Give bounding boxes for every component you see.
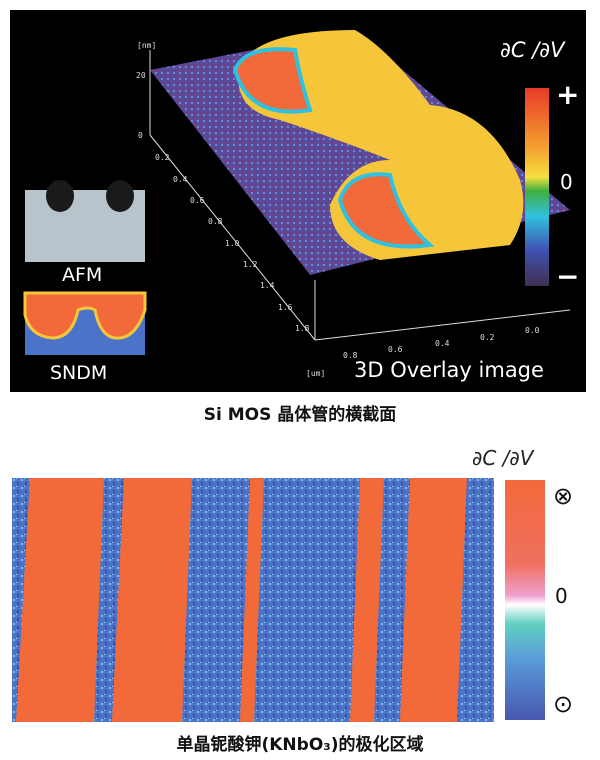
domain-stripe xyxy=(350,478,384,722)
overlay-label: 3D Overlay image xyxy=(354,358,544,382)
bottom-colorbar-title: ∂C /∂V xyxy=(472,446,534,470)
y-tick: 0.2 xyxy=(155,153,170,162)
x-unit: [um] xyxy=(306,369,325,378)
top-caption: Si MOS 晶体管的横截面 xyxy=(203,405,397,425)
z-tick: 0 xyxy=(138,131,143,140)
domain-stripe xyxy=(112,478,192,722)
x-tick: 0.0 xyxy=(525,326,540,335)
afm-label: AFM xyxy=(62,264,103,286)
y-tick: 0.8 xyxy=(208,217,223,226)
colorbar-plus-label: + xyxy=(556,78,580,111)
sndm-3d-overlay-panel: [nm] 20 0 0.2 0.4 0.6 0.8 1.0 1.2 1.4 1.… xyxy=(10,10,586,392)
x-tick: 0.6 xyxy=(388,345,403,354)
y-tick: 1.8 xyxy=(295,324,310,333)
colorbar-zero-label: 0 xyxy=(560,170,573,194)
3d-surface-plot: [nm] 20 0 0.2 0.4 0.6 0.8 1.0 1.2 1.4 1.… xyxy=(23,30,571,378)
domain-stripe xyxy=(400,478,467,722)
surface-side-wall xyxy=(150,70,310,340)
x-tick: 0.4 xyxy=(435,339,450,348)
colorbar xyxy=(525,88,549,286)
domain-stripe xyxy=(16,478,104,722)
domain-stripe xyxy=(240,478,264,722)
bottom-colorbar-zero-label: 0 xyxy=(555,584,568,608)
x-axis xyxy=(314,309,571,341)
bottom-caption: 单晶铌酸钾(KNbO₃)的极化区域 xyxy=(176,735,424,755)
depletion-blob-1 xyxy=(232,47,313,114)
polarization-into-icon: ⊗ xyxy=(553,482,574,510)
sndm-label: SNDM xyxy=(50,362,108,384)
x-tick: 0.2 xyxy=(480,333,495,342)
z-unit: [nm] xyxy=(137,41,156,50)
x-tick: 0.8 xyxy=(343,351,358,360)
z-tick: 20 xyxy=(136,71,146,80)
y-tick: 0.4 xyxy=(173,175,188,184)
depletion-blob-2 xyxy=(337,172,435,249)
y-axis xyxy=(149,134,316,341)
y-tick: 1.4 xyxy=(260,281,275,290)
domain-map-image xyxy=(12,478,494,722)
bottom-colorbar xyxy=(505,480,545,720)
y-tick: 1.2 xyxy=(243,260,258,269)
y-tick: 0.6 xyxy=(190,196,205,205)
surface-mesa xyxy=(238,30,524,260)
polarization-out-icon: ⊙ xyxy=(553,690,574,718)
y-tick: 1.6 xyxy=(278,303,293,312)
y-tick: 1.0 xyxy=(225,239,240,248)
colorbar-title: ∂C /∂V xyxy=(500,38,565,62)
colorbar-minus-label: − xyxy=(556,260,580,293)
